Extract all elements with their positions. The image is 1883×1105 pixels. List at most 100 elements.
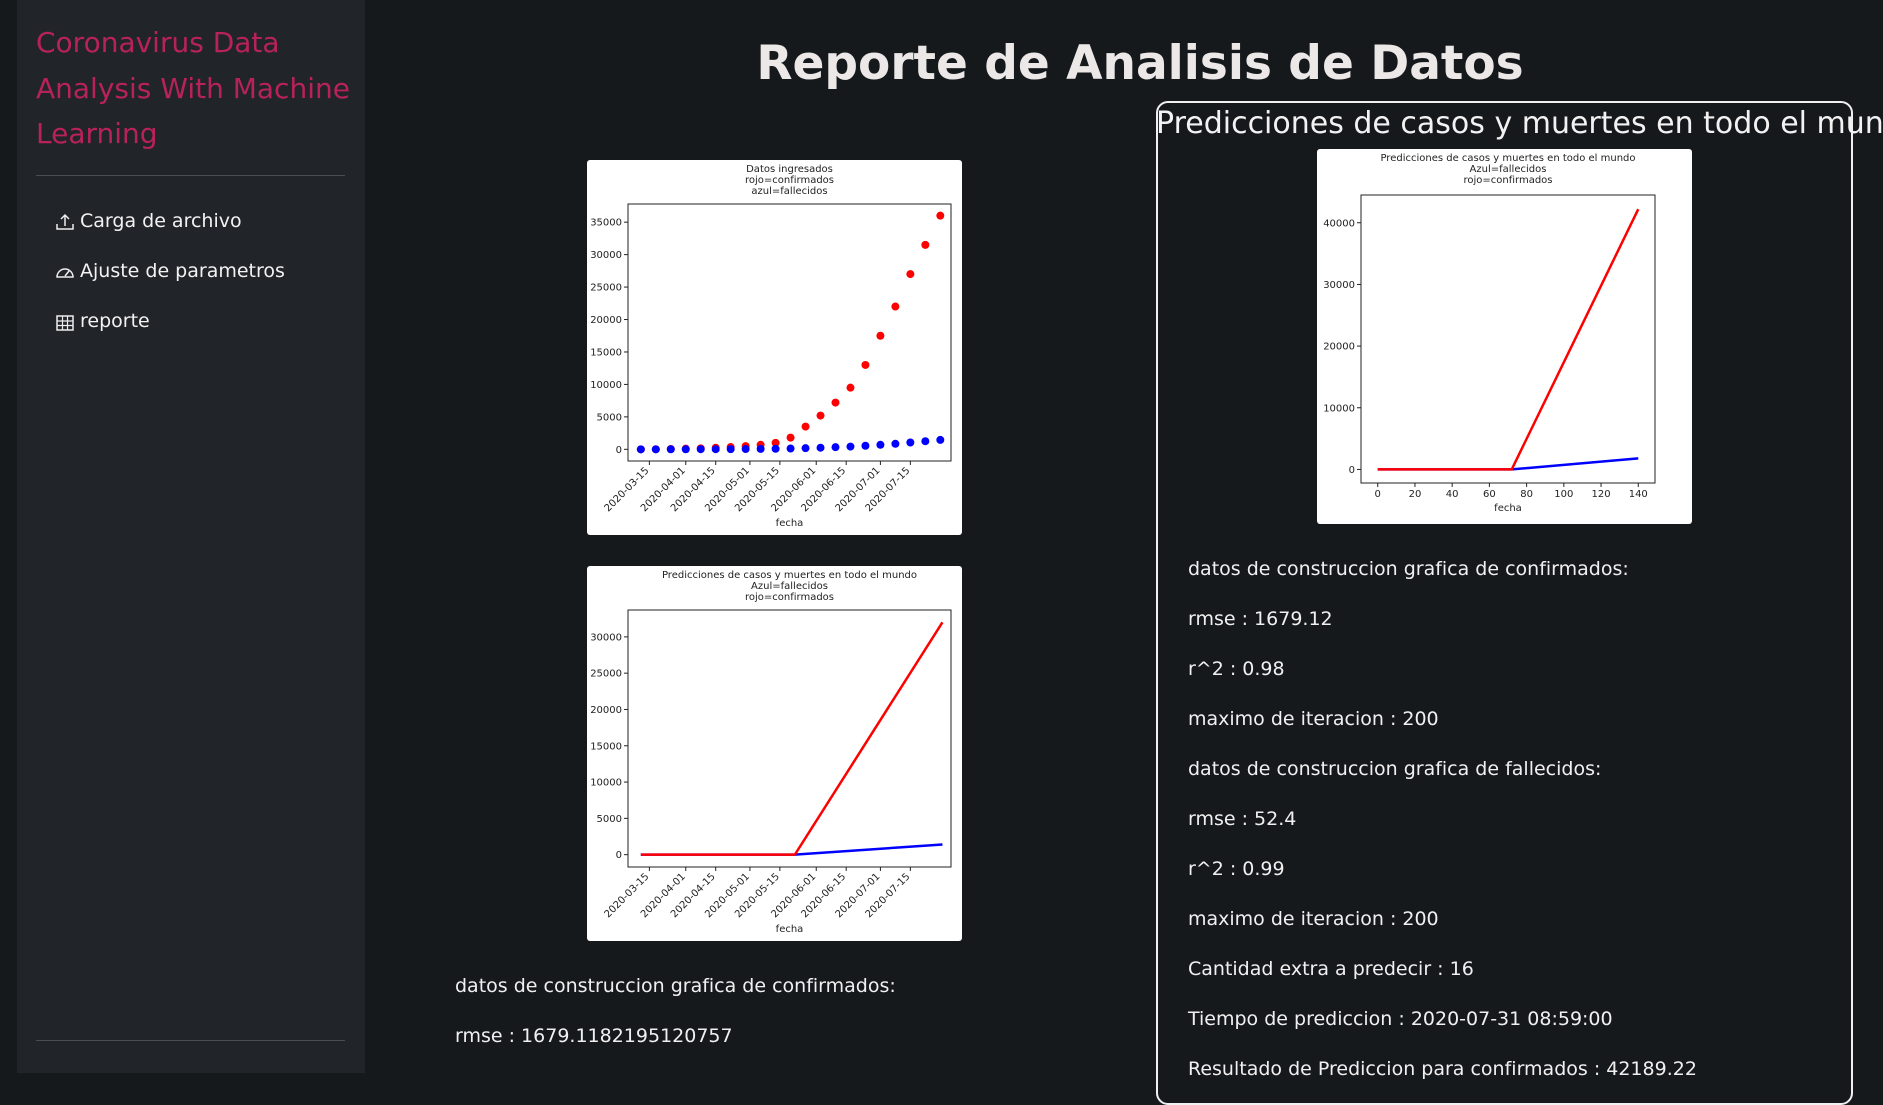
x-tick-label: 140 bbox=[1629, 489, 1648, 500]
chart-title: rojo=confirmados bbox=[745, 592, 834, 603]
y-tick-label: 10000 bbox=[590, 778, 622, 789]
separator bbox=[36, 1040, 345, 1041]
data-point bbox=[801, 444, 810, 453]
brand[interactable]: Learning bbox=[36, 117, 158, 150]
data-point bbox=[636, 445, 645, 454]
nav-link[interactable]: Ajuste de parametros bbox=[80, 260, 285, 282]
panel-title: Predicciones de casos y muertes en todo … bbox=[1156, 106, 1883, 141]
data-point bbox=[786, 433, 795, 442]
data-point bbox=[861, 441, 870, 450]
data-point bbox=[741, 445, 750, 454]
y-tick-label: 20000 bbox=[590, 315, 622, 326]
data-point bbox=[891, 302, 900, 311]
nav-link[interactable]: reporte bbox=[80, 310, 150, 332]
y-tick-label: 15000 bbox=[590, 741, 622, 752]
y-tick-label: 0 bbox=[616, 850, 622, 861]
brand[interactable]: Analysis With Machine bbox=[36, 72, 350, 105]
data-point bbox=[786, 444, 795, 453]
y-tick-label: 20000 bbox=[590, 705, 622, 716]
plot-frame bbox=[627, 203, 952, 462]
y-tick-label: 30000 bbox=[1323, 280, 1355, 291]
stat-text: maximo de iteracion : 200 bbox=[1188, 908, 1439, 930]
data-point bbox=[801, 422, 810, 431]
stat-text: r^2 : 0.99 bbox=[1188, 858, 1285, 880]
stat-text: datos de construccion grafica de confirm… bbox=[1188, 558, 1629, 580]
data-point bbox=[921, 240, 930, 249]
data-point bbox=[876, 331, 885, 340]
data-line bbox=[1377, 208, 1640, 471]
data-point bbox=[771, 438, 780, 447]
chart-image: Predicciones de casos y muertes en todo … bbox=[1317, 149, 1692, 524]
data-point bbox=[726, 445, 735, 454]
chart-title: Azul=fallecidos bbox=[1470, 164, 1547, 175]
data-point bbox=[816, 443, 825, 452]
data-point bbox=[846, 383, 855, 392]
chart: Datos ingresadosrojo=confirmadosazul=fal… bbox=[590, 164, 952, 529]
data-point bbox=[651, 445, 660, 454]
y-tick-label: 0 bbox=[1349, 465, 1355, 476]
y-tick-label: 25000 bbox=[590, 283, 622, 294]
plot-frame bbox=[627, 609, 952, 868]
gauge-icon bbox=[56, 268, 74, 278]
data-point bbox=[936, 211, 945, 220]
chart-title: rojo=confirmados bbox=[1463, 175, 1552, 186]
x-axis-label: fecha bbox=[776, 924, 804, 935]
chart-image: Predicciones de casos y muertes en todo … bbox=[587, 566, 962, 941]
data-point bbox=[831, 443, 840, 452]
plot-frame bbox=[1360, 194, 1656, 484]
stat-text: Cantidad extra a predecir : 16 bbox=[1188, 958, 1474, 980]
upload-icon bbox=[56, 213, 74, 230]
x-tick-label: 60 bbox=[1483, 489, 1496, 500]
data-line bbox=[640, 843, 943, 856]
x-tick-label: 120 bbox=[1591, 489, 1610, 500]
data-point bbox=[756, 444, 765, 453]
stat-text: maximo de iteracion : 200 bbox=[1188, 708, 1439, 730]
y-tick-label: 25000 bbox=[590, 669, 622, 680]
x-tick-label: 40 bbox=[1446, 489, 1459, 500]
chart-title: Azul=fallecidos bbox=[751, 581, 828, 592]
data-point bbox=[831, 398, 840, 407]
stat-text: datos de construccion grafica de falleci… bbox=[1188, 758, 1602, 780]
x-tick-label: 0 bbox=[1375, 489, 1381, 500]
y-tick-label: 0 bbox=[616, 445, 622, 456]
stat-text: datos de construccion grafica de confirm… bbox=[455, 975, 896, 997]
data-point bbox=[906, 438, 915, 447]
x-tick-label: 80 bbox=[1520, 489, 1533, 500]
separator bbox=[36, 175, 345, 176]
app: Coronavirus Data Analysis With Machine L… bbox=[17, 0, 1883, 1105]
y-tick-label: 30000 bbox=[590, 632, 622, 643]
brand[interactable]: Coronavirus Data bbox=[36, 26, 280, 59]
chart-title: Predicciones de casos y muertes en todo … bbox=[1380, 153, 1635, 164]
data-point bbox=[846, 442, 855, 451]
data-point bbox=[891, 439, 900, 448]
data-point bbox=[696, 445, 705, 454]
data-point bbox=[681, 445, 690, 454]
chart-image: Datos ingresados rojo=confirmados azul=fal… bbox=[587, 160, 962, 535]
sidebar: Coronavirus Data Analysis With Machine L… bbox=[17, 0, 365, 1073]
data-line bbox=[1377, 457, 1639, 471]
data-point bbox=[771, 444, 780, 453]
stat-text: rmse : 1679.1182195120757 bbox=[455, 1025, 733, 1047]
y-tick-label: 40000 bbox=[1323, 218, 1355, 229]
data-point bbox=[816, 411, 825, 420]
page-title: Reporte de Analisis de Datos bbox=[756, 36, 1524, 91]
y-tick-label: 15000 bbox=[590, 347, 622, 358]
data-point bbox=[906, 270, 915, 279]
data-point bbox=[861, 360, 870, 369]
stat-text: Resultado de Prediccion para confirmados… bbox=[1188, 1058, 1697, 1080]
y-tick-label: 35000 bbox=[590, 218, 622, 229]
data-line bbox=[640, 621, 944, 856]
stat-text: rmse : 1679.12 bbox=[1188, 608, 1333, 630]
chart: Predicciones de casos y muertes en todo … bbox=[590, 570, 952, 935]
table-icon bbox=[56, 315, 74, 331]
chart: Predicciones de casos y muertes en todo … bbox=[1323, 153, 1656, 514]
x-axis-label: fecha bbox=[776, 518, 804, 529]
y-tick-label: 10000 bbox=[590, 380, 622, 391]
x-tick-label: 20 bbox=[1409, 489, 1422, 500]
y-tick-label: 5000 bbox=[597, 412, 622, 423]
data-point bbox=[936, 435, 945, 444]
y-tick-label: 20000 bbox=[1323, 342, 1355, 353]
x-tick-label: 100 bbox=[1554, 489, 1573, 500]
chart-title: Predicciones de casos y muertes en todo … bbox=[662, 570, 917, 581]
nav-link[interactable]: Carga de archivo bbox=[80, 210, 242, 232]
